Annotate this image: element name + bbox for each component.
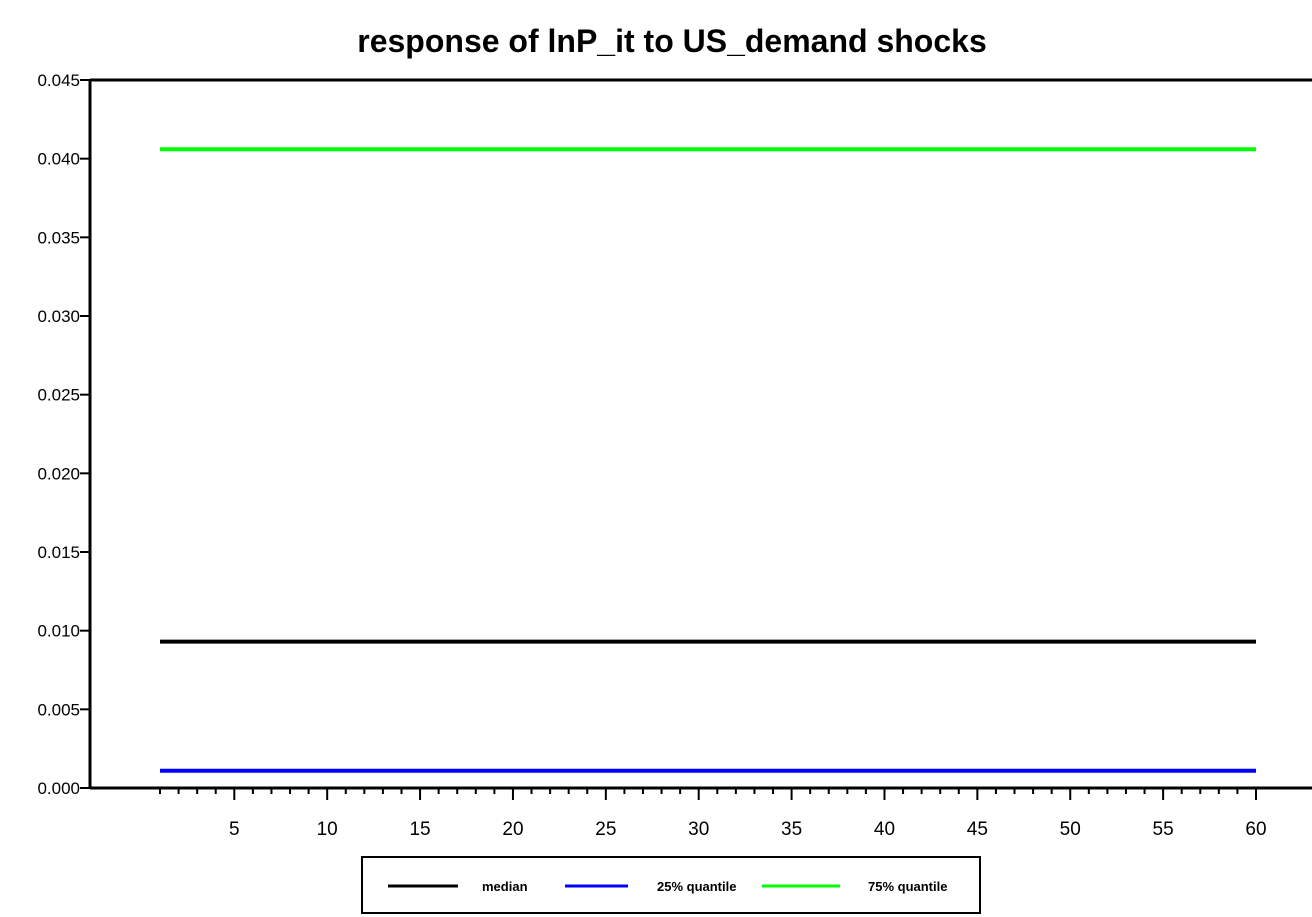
axes [88,78,1312,790]
x-tick-label: 5 [229,819,240,840]
legend-label: median [482,879,528,894]
y-tick-label: 0.025 [37,386,80,405]
x-tick-label: 55 [1153,819,1174,840]
x-tick-label: 40 [874,819,895,840]
y-axis-ticks: 0.000 0.005 0.010 0.015 0.020 0.025 0.030 0.035… [37,71,90,798]
y-tick-label: 0.040 [37,150,80,169]
series-lines [160,147,1256,773]
x-tick-label: 60 [1245,819,1266,840]
y-tick-label: 0.035 [37,228,80,247]
x-tick-label: 15 [409,819,430,840]
y-tick-label: 0.005 [37,700,80,719]
x-tick-label: 20 [502,819,523,840]
legend-label: 75% quantile [868,879,947,894]
y-tick-label: 0.010 [37,622,80,641]
y-tick-label: 0.045 [37,71,80,90]
legend-label: 25% quantile [657,879,736,894]
x-tick-label: 35 [781,819,802,840]
legend: median 25% quantile 75% quantile [361,856,981,914]
x-tick-label: 45 [967,819,988,840]
legend-box [361,856,981,914]
x-tick-label: 25 [595,819,616,840]
x-tick-label: 30 [688,819,709,840]
y-tick-label: 0.015 [37,543,80,562]
x-axis-ticks: 5 10 15 20 25 30 35 40 45 50 55 60 [159,788,1267,840]
y-tick-label: 0.020 [37,464,80,483]
y-tick-label: 0.000 [37,779,80,798]
y-tick-label: 0.030 [37,307,80,326]
x-tick-label: 50 [1060,819,1081,840]
chart-title: response of lnP_it to US_demand shocks [357,23,986,59]
x-tick-label: 10 [317,819,338,840]
